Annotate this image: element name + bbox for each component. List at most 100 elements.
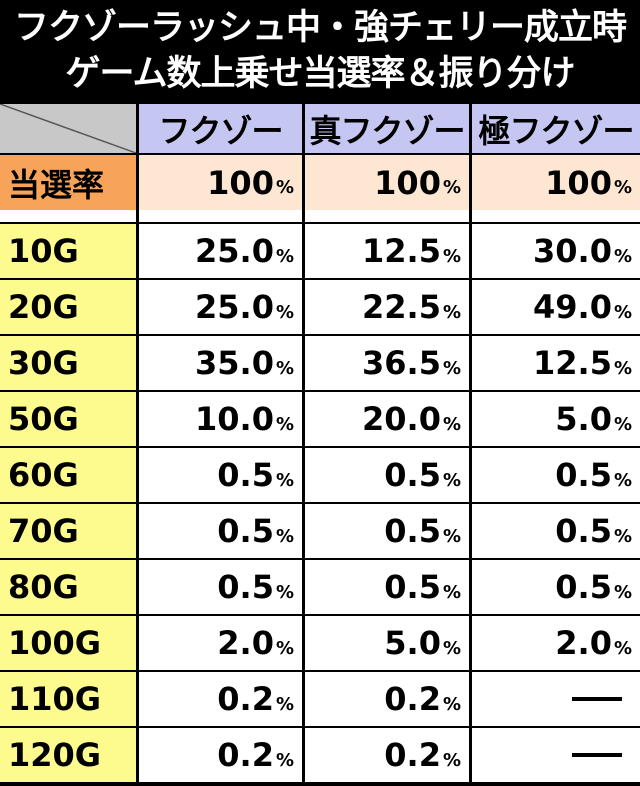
value: 35.0	[195, 344, 274, 382]
percent-sign: %	[442, 413, 461, 435]
row-label: 60G	[8, 456, 79, 494]
value-cell: 5.0%	[305, 616, 469, 670]
row-label-cell: 10G	[0, 224, 136, 278]
rate-value: 100	[374, 163, 441, 202]
value-cell: 30.0%	[472, 224, 640, 278]
value: 0.5	[384, 456, 441, 494]
value-cell: 0.5%	[472, 448, 640, 502]
value-cell: 35.0%	[139, 336, 302, 390]
percent-sign: %	[613, 245, 632, 267]
value-cell: 0.5%	[139, 560, 302, 614]
percent-sign: %	[275, 581, 294, 603]
value: 0.5	[217, 568, 274, 606]
value: 0.2	[217, 736, 274, 774]
value: 36.5	[362, 344, 441, 382]
percent-sign: %	[442, 177, 461, 198]
spacer	[305, 210, 469, 222]
rate-label: 当選率	[8, 165, 105, 204]
value-cell: 0.2%	[139, 728, 302, 782]
row-label: 10G	[8, 232, 79, 270]
spacer	[139, 210, 302, 222]
allocation-table: フクゾー 真フクゾー 極フクゾー 当選率 100% 100% 100% 10G 25.0% 12.…	[0, 102, 640, 786]
percent-sign: %	[275, 637, 294, 659]
value: 0.2	[384, 680, 441, 718]
row-label-cell: 70G	[0, 504, 136, 558]
percent-sign: %	[275, 749, 294, 771]
value-cell: 0.2%	[139, 672, 302, 726]
percent-sign: %	[613, 469, 632, 491]
row-label: 30G	[8, 344, 79, 382]
value: 10.0	[195, 400, 274, 438]
percent-sign: %	[442, 693, 461, 715]
rate-value: 100	[545, 163, 612, 202]
row-label: 50G	[8, 400, 79, 438]
value: 0.5	[555, 568, 612, 606]
percent-sign: %	[442, 469, 461, 491]
rate-value-cell: 100%	[472, 155, 640, 210]
value: 2.0	[555, 624, 612, 662]
value-cell: 12.5%	[472, 336, 640, 390]
row-label-cell: 50G	[0, 392, 136, 446]
column-header-label: 真フクゾー	[309, 111, 465, 150]
value: 5.0	[555, 400, 612, 438]
rate-label-cell: 当選率	[0, 155, 136, 210]
value-cell: 36.5%	[305, 336, 469, 390]
value-cell: 2.0%	[472, 616, 640, 670]
value-cell: 0.2%	[305, 672, 469, 726]
value: 5.0	[384, 624, 441, 662]
value: 30.0	[533, 232, 612, 270]
dash-none	[572, 697, 622, 701]
percent-sign: %	[275, 301, 294, 323]
value-cell: 20.0%	[305, 392, 469, 446]
column-header-label: 極フクゾー	[478, 111, 634, 150]
row-label: 100G	[8, 624, 102, 662]
value-cell: 0.5%	[472, 504, 640, 558]
value-cell: 25.0%	[139, 280, 302, 334]
percent-sign: %	[442, 637, 461, 659]
row-label-cell: 100G	[0, 616, 136, 670]
row-label: 20G	[8, 288, 79, 326]
row-label: 120G	[8, 736, 102, 774]
value: 25.0	[195, 288, 274, 326]
column-header: 真フクゾー	[305, 104, 469, 153]
percent-sign: %	[613, 357, 632, 379]
value: 22.5	[362, 288, 441, 326]
value-cell: 0.5%	[139, 448, 302, 502]
value: 0.5	[384, 512, 441, 550]
row-label-cell: 120G	[0, 728, 136, 782]
title-line-1: フクゾーラッシュ中・強チェリー成立時	[13, 8, 627, 48]
column-header-label: フクゾー	[158, 111, 283, 150]
diagonal-line	[0, 104, 136, 153]
percent-sign: %	[275, 525, 294, 547]
rate-value-cell: 100%	[139, 155, 302, 210]
row-label-cell: 30G	[0, 336, 136, 390]
value-cell: 0.5%	[305, 560, 469, 614]
value: 49.0	[533, 288, 612, 326]
percent-sign: %	[275, 413, 294, 435]
percent-sign: %	[613, 525, 632, 547]
spacer	[472, 210, 640, 222]
value-cell: 25.0%	[139, 224, 302, 278]
value: 2.0	[217, 624, 274, 662]
value: 12.5	[533, 344, 612, 382]
value: 0.5	[217, 456, 274, 494]
value-cell: 0.5%	[305, 448, 469, 502]
percent-sign: %	[275, 469, 294, 491]
value: 0.5	[217, 512, 274, 550]
value: 0.5	[384, 568, 441, 606]
row-label-cell: 60G	[0, 448, 136, 502]
percent-sign: %	[275, 357, 294, 379]
row-label-cell: 20G	[0, 280, 136, 334]
percent-sign: %	[442, 357, 461, 379]
percent-sign: %	[275, 245, 294, 267]
rate-value: 100	[207, 163, 274, 202]
value: 0.2	[217, 680, 274, 718]
value: 0.5	[555, 456, 612, 494]
title-banner: フクゾーラッシュ中・強チェリー成立時 ゲーム数上乗せ当選率＆振り分け	[0, 0, 640, 102]
percent-sign: %	[275, 693, 294, 715]
percent-sign: %	[613, 581, 632, 603]
value: 20.0	[362, 400, 441, 438]
row-label-cell: 110G	[0, 672, 136, 726]
percent-sign: %	[613, 177, 632, 198]
title-line-2: ゲーム数上乗せ当選率＆振り分け	[65, 54, 576, 94]
